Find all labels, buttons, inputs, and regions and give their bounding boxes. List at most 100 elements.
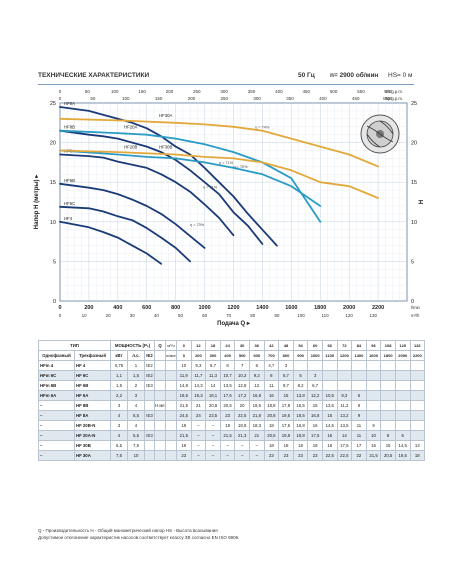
x-tick-label-lmin: 2000 bbox=[343, 305, 355, 311]
head-value bbox=[394, 410, 411, 421]
head-value: 14,5 bbox=[394, 440, 411, 451]
head-value: 7 bbox=[234, 360, 250, 371]
efficiency-class: IE3 bbox=[143, 410, 156, 421]
head-value bbox=[321, 370, 338, 381]
x-tick-label-usgpm: 300 bbox=[220, 89, 228, 94]
lmin-2: 300 bbox=[205, 350, 221, 361]
th-power: МОЩНОСТЬ (P₂) bbox=[109, 340, 156, 351]
y-tick-label-right: 20 bbox=[411, 141, 417, 147]
head-value: 23 bbox=[263, 450, 280, 461]
head-value: 21,5 bbox=[176, 400, 192, 411]
model-single: – bbox=[38, 400, 75, 411]
x-tick-label-m3h: 120 bbox=[345, 313, 353, 318]
head-value bbox=[365, 360, 382, 371]
x-tick-label-impgpm: 50 bbox=[90, 96, 96, 101]
x-tick-label-impgpm: 0 bbox=[59, 96, 62, 101]
head-value: 20,5 bbox=[219, 400, 236, 411]
head-value: 12,8 bbox=[234, 380, 250, 391]
head-value: 17,5 bbox=[278, 420, 294, 431]
head-value: 13,5 bbox=[219, 380, 236, 391]
head-value: 6 bbox=[394, 430, 411, 441]
th-m3h: м³/ч bbox=[165, 340, 178, 351]
x-tick-label-lmin: 0 bbox=[58, 305, 61, 311]
head-value: 21 bbox=[190, 400, 207, 411]
head-value: 18 bbox=[409, 450, 426, 461]
power-hp: 5,5 bbox=[127, 430, 145, 441]
head-value: 5 bbox=[292, 370, 309, 381]
head-value: 18 bbox=[263, 440, 280, 451]
efficiency-class: IE2 bbox=[143, 370, 156, 381]
lmin-6: 700 bbox=[263, 350, 280, 361]
efficiency-class: IE2 bbox=[143, 360, 156, 371]
head-value: 16 bbox=[263, 390, 280, 401]
series-line-hf6c bbox=[59, 205, 191, 263]
efficiency-class bbox=[143, 400, 156, 411]
unit-spacer bbox=[165, 440, 178, 451]
chart-header: ТЕХНИЧЕСКИЕ ХАРАКТЕРИСТИКИ 50 Гц n= 2900… bbox=[38, 70, 414, 84]
power-hp: 3 bbox=[127, 390, 145, 401]
head-value: 11,2 bbox=[336, 400, 353, 411]
head-value: 9,7 bbox=[278, 380, 294, 391]
power-kw: 1,5 bbox=[110, 380, 128, 391]
unit-spacer bbox=[154, 390, 167, 401]
efficiency-label: η = 74% bbox=[255, 125, 270, 129]
model-single: – bbox=[38, 440, 75, 451]
series-label-hf6c: HF6C bbox=[64, 201, 75, 206]
head-value: 9,3 bbox=[190, 360, 207, 371]
head-value: 8 bbox=[219, 360, 236, 371]
power-hp: 4 bbox=[127, 400, 145, 411]
model-three: HF 20B-N bbox=[74, 420, 111, 431]
head-value: 20,8 bbox=[205, 400, 221, 411]
head-value: 14,8 bbox=[176, 380, 192, 391]
head-value: 22,5 bbox=[336, 450, 353, 461]
head-value: 19 bbox=[176, 440, 192, 451]
head-value: 6,7 bbox=[307, 380, 323, 391]
footer-notes: Q - Производительность H - Общий маномет… bbox=[38, 527, 414, 541]
power-hp: 1 bbox=[127, 360, 145, 371]
unit-spacer bbox=[165, 420, 178, 431]
efficiency-class: IE3 bbox=[143, 430, 156, 441]
series-label-hf8a: HF8A bbox=[64, 101, 75, 106]
head-value: 23 bbox=[292, 450, 309, 461]
head-value: 18,8 bbox=[292, 430, 309, 441]
head-value bbox=[394, 390, 411, 401]
head-value: 9 bbox=[365, 420, 382, 431]
lmin-8: 900 bbox=[292, 350, 309, 361]
head-value bbox=[409, 390, 426, 401]
head-value bbox=[292, 360, 309, 371]
series-line-hf8a bbox=[59, 106, 278, 247]
x-tick-label-impgpm: 200 bbox=[188, 96, 196, 101]
head-value: 18,8 bbox=[263, 400, 280, 411]
top-unit-label: US g.p.m. bbox=[384, 89, 403, 94]
table-row: HFm 6C HF 6C 1,1 1,5 IE2 11,9 11,7 11,3 10,7 10,2… bbox=[38, 370, 426, 381]
head-value bbox=[365, 400, 382, 411]
head-value bbox=[351, 380, 367, 391]
head-value: 19,5 bbox=[248, 400, 265, 411]
head-value bbox=[336, 380, 353, 391]
head-value: – bbox=[205, 420, 221, 431]
m3h-12: 84 bbox=[351, 340, 367, 351]
model-three: HF 6C bbox=[74, 370, 111, 381]
x-tick-label-m3h: 90 bbox=[274, 313, 280, 318]
lmin-12: 1400 bbox=[351, 350, 367, 361]
efficiency-label: η = 73% bbox=[190, 223, 205, 227]
series-label-hf20a: HF20A bbox=[124, 125, 138, 130]
head-value: 23 bbox=[307, 450, 323, 461]
lmin-11: 1200 bbox=[336, 350, 353, 361]
m3h-8: 54 bbox=[292, 340, 309, 351]
head-value: 18 bbox=[321, 440, 338, 451]
unit-spacer bbox=[165, 390, 178, 401]
series-line-hf4 bbox=[59, 220, 163, 265]
table-row: HFm 6A HF 6A 2,2 3 18,5 18,3 18,1 17,6 17,2 16,8 1… bbox=[38, 390, 426, 401]
model-three: HF 6B bbox=[74, 380, 111, 391]
unit-spacer bbox=[165, 450, 178, 461]
unit-spacer bbox=[154, 420, 167, 431]
head-value: 8,7 bbox=[205, 360, 221, 371]
head-value: – bbox=[234, 450, 250, 461]
m3h-1: 12 bbox=[190, 340, 207, 351]
head-value: 19 bbox=[176, 420, 192, 431]
table-row: HFm 6B HF 6B 1,5 2 IE3 14,8 14,3 14 13,5 12,8 12 11… bbox=[38, 380, 426, 391]
head-value: 20,5 bbox=[263, 430, 280, 441]
